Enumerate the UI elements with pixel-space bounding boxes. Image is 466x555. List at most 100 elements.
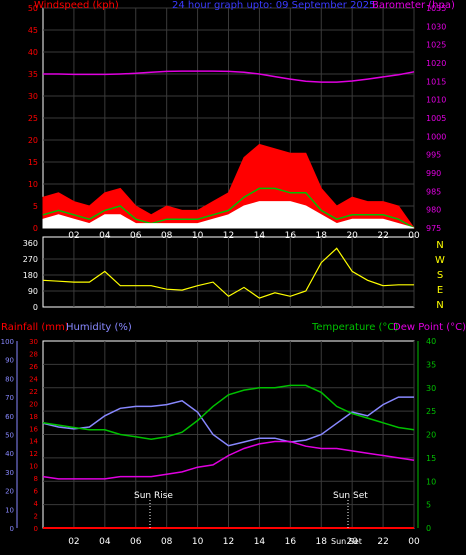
time-tick-label: 06 <box>130 537 142 547</box>
rainfall-tick-label: 24 <box>29 375 38 383</box>
direction-tick-label: 180 <box>23 271 38 280</box>
rainfall-tick-label: 26 <box>29 363 38 371</box>
barometer-tick-label: 1020 <box>426 59 446 68</box>
direction-panel-series <box>42 247 414 299</box>
windspeed-tick-label: 50 <box>28 4 38 13</box>
direction-panel-grid <box>43 237 415 307</box>
temperature-tick-label: 25 <box>426 407 436 416</box>
temperature-tick-label: 0 <box>426 524 431 533</box>
time-tick-label: 16 <box>285 537 297 547</box>
humidity-tick-label: 50 <box>5 432 14 440</box>
temperature-tick-label: 15 <box>426 454 436 463</box>
windspeed-label: Windspeed (kph) <box>34 0 119 11</box>
compass-letter: N <box>436 300 443 311</box>
barometer-tick-label: 1035 <box>426 4 446 13</box>
humidity-tick-label: 70 <box>5 394 14 402</box>
rainfall-tick-label: 20 <box>29 400 38 408</box>
sunset-bottom-label: Sun Set <box>331 537 362 546</box>
humidity-tick-label: 60 <box>5 413 14 421</box>
barometer-line <box>43 70 415 83</box>
barometer-label: Barometer (hpa) <box>372 0 455 11</box>
barometer-tick-label: 980 <box>426 206 441 215</box>
temperature-tick-label: 10 <box>426 477 436 486</box>
humidity-line <box>42 396 414 447</box>
climate-panel-grid <box>43 341 415 528</box>
compass-letter: E <box>437 285 443 296</box>
windspeed-tick-label: 20 <box>28 136 38 145</box>
direction-tick-label: 90 <box>28 287 38 296</box>
barometer-tick-label: 990 <box>426 169 441 178</box>
average-wind-line <box>42 187 415 229</box>
time-tick-label: 14 <box>254 231 266 241</box>
time-tick-label: 10 <box>192 231 204 241</box>
humidity-label: Humidity (%) <box>66 322 132 333</box>
time-tick-label: 12 <box>223 537 234 547</box>
sunrise-label: Sun Rise <box>134 491 173 501</box>
rainfall-tick-label: 4 <box>34 500 39 508</box>
windspeed-tick-label: 45 <box>28 26 38 35</box>
wind-speed-area <box>42 201 415 229</box>
compass-letter: N <box>436 240 443 251</box>
rainfall-tick-label: 6 <box>34 488 39 496</box>
temperature-tick-label: 40 <box>426 337 436 346</box>
gust-area <box>42 143 415 229</box>
humidity-tick-label: 100 <box>1 338 14 346</box>
barometer-tick-label: 985 <box>426 187 441 196</box>
wind-panel-series <box>42 70 415 229</box>
rainfall-tick-label: 28 <box>29 350 38 358</box>
barometer-tick-label: 1010 <box>426 96 446 105</box>
windspeed-tick-label: 40 <box>28 48 38 57</box>
humidity-tick-label: 90 <box>5 357 14 365</box>
time-tick-label: 04 <box>99 231 111 241</box>
rainfall-tick-label: 12 <box>29 450 38 458</box>
time-tick-label: 14 <box>254 537 266 547</box>
direction-tick-label: 270 <box>23 255 38 264</box>
windspeed-tick-label: 0 <box>33 224 38 233</box>
humidity-tick-label: 20 <box>5 488 14 496</box>
wind-panel-grid <box>43 7 415 228</box>
barometer-tick-label: 1030 <box>426 22 446 31</box>
rainfall-tick-label: 16 <box>29 425 38 433</box>
rainfall-tick-label: 30 <box>29 338 38 346</box>
wind-axis-labels: 0 5 10 15 20 25 30 35 40 45 50 <box>28 4 38 233</box>
barometer-tick-label: 1005 <box>426 114 446 123</box>
sunset-label: Sun Set <box>333 491 368 501</box>
temperature-label: Temperature (°C) <box>311 322 398 333</box>
rainfall-tick-label: 2 <box>34 513 38 521</box>
rainfall-tick-label: 0 <box>34 525 38 533</box>
time-tick-label: 10 <box>192 537 204 547</box>
climate-time-labels: 02 04 06 08 10 12 14 16 18 20 22 00 <box>68 537 420 547</box>
barometer-tick-label: 1000 <box>426 132 446 141</box>
windspeed-tick-label: 25 <box>28 114 38 123</box>
time-tick-label: 18 <box>316 537 328 547</box>
temperature-axis-labels: 0 5 10 15 20 25 30 35 40 <box>426 337 436 533</box>
rainfall-tick-label: 22 <box>29 388 38 396</box>
time-tick-label: 00 <box>408 537 420 547</box>
windspeed-tick-label: 10 <box>28 180 38 189</box>
humidity-tick-label: 80 <box>5 375 14 383</box>
time-tick-label: 00 <box>408 231 420 241</box>
time-tick-label: 16 <box>285 231 297 241</box>
wind-time-labels: 02 04 06 08 10 12 14 16 18 20 22 00 <box>68 231 420 241</box>
temperature-tick-label: 35 <box>426 360 436 369</box>
time-tick-label: 22 <box>377 231 388 241</box>
humidity-tick-label: 0 <box>10 525 14 533</box>
direction-tick-label: 0 <box>33 303 38 312</box>
time-tick-label: 12 <box>223 231 234 241</box>
dewpoint-label: Dew Point (°C) <box>393 322 466 333</box>
compass-letter: W <box>435 255 445 266</box>
windspeed-tick-label: 5 <box>33 202 38 211</box>
rainfall-tick-label: 10 <box>29 463 38 471</box>
rainfall-tick-label: 14 <box>29 438 38 446</box>
humidity-tick-label: 10 <box>5 506 14 514</box>
time-tick-label: 20 <box>346 231 358 241</box>
humidity-tick-label: 40 <box>5 450 14 458</box>
windspeed-tick-label: 35 <box>28 70 38 79</box>
humidity-axis-labels: 0 10 20 30 40 50 60 70 80 90 100 <box>1 338 14 533</box>
barometer-tick-label: 975 <box>426 224 441 233</box>
windspeed-tick-label: 15 <box>28 158 38 167</box>
time-tick-label: 02 <box>68 231 79 241</box>
